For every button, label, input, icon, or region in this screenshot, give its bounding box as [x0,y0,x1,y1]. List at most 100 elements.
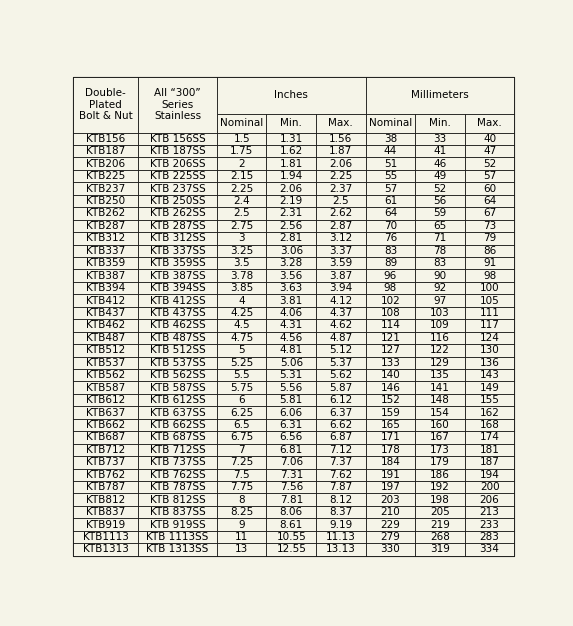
Bar [465,444,515,456]
Text: 2.15: 2.15 [230,171,253,181]
Text: KTB 762SS: KTB 762SS [150,470,205,480]
Bar [266,531,316,543]
Text: 10.55: 10.55 [276,532,306,542]
Bar [415,481,465,493]
Bar [415,369,465,381]
Text: 64: 64 [483,196,496,206]
Bar [73,294,138,307]
Bar [415,332,465,344]
Bar [366,444,415,456]
Bar [138,133,217,145]
Bar [316,518,366,531]
Bar [217,419,266,431]
Text: 4.12: 4.12 [329,295,352,305]
Bar [217,195,266,207]
Text: KTB 187SS: KTB 187SS [150,146,205,156]
Text: 159: 159 [380,408,401,418]
Text: 5: 5 [238,346,245,356]
Bar [366,357,415,369]
Bar [138,332,217,344]
Text: 140: 140 [380,370,401,380]
Text: 186: 186 [430,470,450,480]
Bar [316,344,366,357]
Bar [366,114,415,133]
Text: KTB 462SS: KTB 462SS [150,321,205,331]
Bar [415,133,465,145]
Bar [138,245,217,257]
Text: 4.5: 4.5 [233,321,250,331]
Bar [73,518,138,531]
Bar [138,282,217,294]
Text: KTB 837SS: KTB 837SS [150,507,205,517]
Text: 165: 165 [380,420,401,430]
Text: 229: 229 [380,520,401,530]
Bar [266,518,316,531]
Text: 2.87: 2.87 [329,221,352,231]
Bar [138,369,217,381]
Bar [366,269,415,282]
Bar [415,531,465,543]
Bar [366,369,415,381]
Text: 3.81: 3.81 [280,295,303,305]
Text: 92: 92 [433,283,446,293]
Bar [366,245,415,257]
Text: 97: 97 [433,295,446,305]
Text: 71: 71 [433,233,446,244]
Text: 2.31: 2.31 [280,208,303,218]
Bar [316,369,366,381]
Text: KTB837: KTB837 [86,507,125,517]
Text: 1.81: 1.81 [280,158,303,168]
Bar [366,257,415,269]
Text: 78: 78 [433,246,446,256]
Text: KTB537: KTB537 [86,358,125,368]
Text: KTB737: KTB737 [86,458,125,468]
Bar [415,269,465,282]
Bar [316,431,366,444]
Bar [465,518,515,531]
Text: 6.12: 6.12 [329,395,352,405]
Text: KTB 737SS: KTB 737SS [150,458,205,468]
Text: 41: 41 [433,146,446,156]
Text: KTB225: KTB225 [86,171,125,181]
Bar [316,319,366,332]
Text: 7.5: 7.5 [233,470,250,480]
Bar [366,543,415,556]
Text: 33: 33 [433,134,446,144]
Text: KTB 312SS: KTB 312SS [150,233,205,244]
Text: 4.31: 4.31 [280,321,303,331]
Bar [366,145,415,158]
Text: Millimeters: Millimeters [411,90,469,100]
Bar [138,531,217,543]
Bar [266,543,316,556]
Bar [266,456,316,469]
Text: 1.87: 1.87 [329,146,352,156]
Text: 2.56: 2.56 [280,221,303,231]
Text: KTB762: KTB762 [86,470,125,480]
Bar [217,444,266,456]
Text: 64: 64 [384,208,397,218]
Text: 5.25: 5.25 [230,358,253,368]
Bar [316,307,366,319]
Text: KTB 156SS: KTB 156SS [150,134,205,144]
Text: 57: 57 [384,183,397,193]
Text: 91: 91 [483,259,496,268]
Text: 12.55: 12.55 [276,545,306,555]
Bar [465,406,515,419]
Text: 129: 129 [430,358,450,368]
Text: KTB337: KTB337 [86,246,125,256]
Text: 65: 65 [433,221,446,231]
Bar [465,369,515,381]
Text: 5.62: 5.62 [329,370,352,380]
Bar [366,195,415,207]
Text: KTB 612SS: KTB 612SS [150,395,205,405]
Text: 6.31: 6.31 [280,420,303,430]
Bar [73,257,138,269]
Bar [266,419,316,431]
Bar [138,232,217,245]
Text: 59: 59 [433,208,446,218]
Text: KTB 687SS: KTB 687SS [150,433,205,443]
Text: KTB1313: KTB1313 [83,545,128,555]
Text: 181: 181 [480,445,500,455]
Text: 160: 160 [430,420,450,430]
Text: 6.5: 6.5 [233,420,250,430]
